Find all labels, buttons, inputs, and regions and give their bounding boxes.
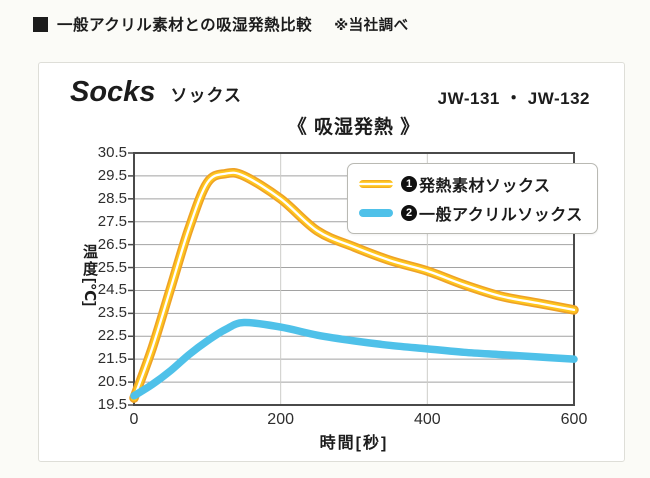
survey-note: ※当社調べ xyxy=(334,17,409,34)
legend-number-badge-2: 2 xyxy=(401,205,417,221)
heat-socks-line-swatch xyxy=(359,180,393,188)
legend: 1 発熱素材ソックス 2 一般アクリルソックス xyxy=(347,163,598,234)
y-axis-title: 温度[℃] xyxy=(79,244,103,306)
page-title: 一般アクリル素材との吸湿発熱比較 xyxy=(57,17,313,34)
y-axis-title-unit: [℃] xyxy=(81,278,98,307)
product-name-en: Socks xyxy=(70,76,156,108)
product-name-ja: ソックス xyxy=(170,86,242,105)
legend-label-heat-socks: 発熱素材ソックス xyxy=(419,178,551,195)
y-axis-title-text: 温度 xyxy=(81,244,98,278)
page-header: 一般アクリル素材との吸湿発熱比較 ※当社調べ xyxy=(33,13,409,35)
model-numbers: JW-131 ・ JW-132 xyxy=(437,89,590,108)
legend-item-acrylic-socks: 2 一般アクリルソックス xyxy=(359,201,583,225)
acrylic-socks-line-swatch xyxy=(359,209,393,217)
product-name: Socks ソックス xyxy=(70,76,242,109)
chart-canvas xyxy=(128,152,579,406)
square-bullet-icon xyxy=(33,16,48,32)
product-card: Socks ソックス JW-131 ・ JW-132 《 吸湿発熱 》 19.5… xyxy=(38,62,625,462)
legend-item-heat-socks: 1 発熱素材ソックス xyxy=(359,172,583,196)
chart-title: 《 吸湿発熱 》 xyxy=(287,117,421,138)
x-axis-title: 時間[秒] xyxy=(319,435,389,452)
legend-number-badge-1: 1 xyxy=(401,176,417,192)
legend-label-acrylic-socks: 一般アクリルソックス xyxy=(419,207,583,224)
